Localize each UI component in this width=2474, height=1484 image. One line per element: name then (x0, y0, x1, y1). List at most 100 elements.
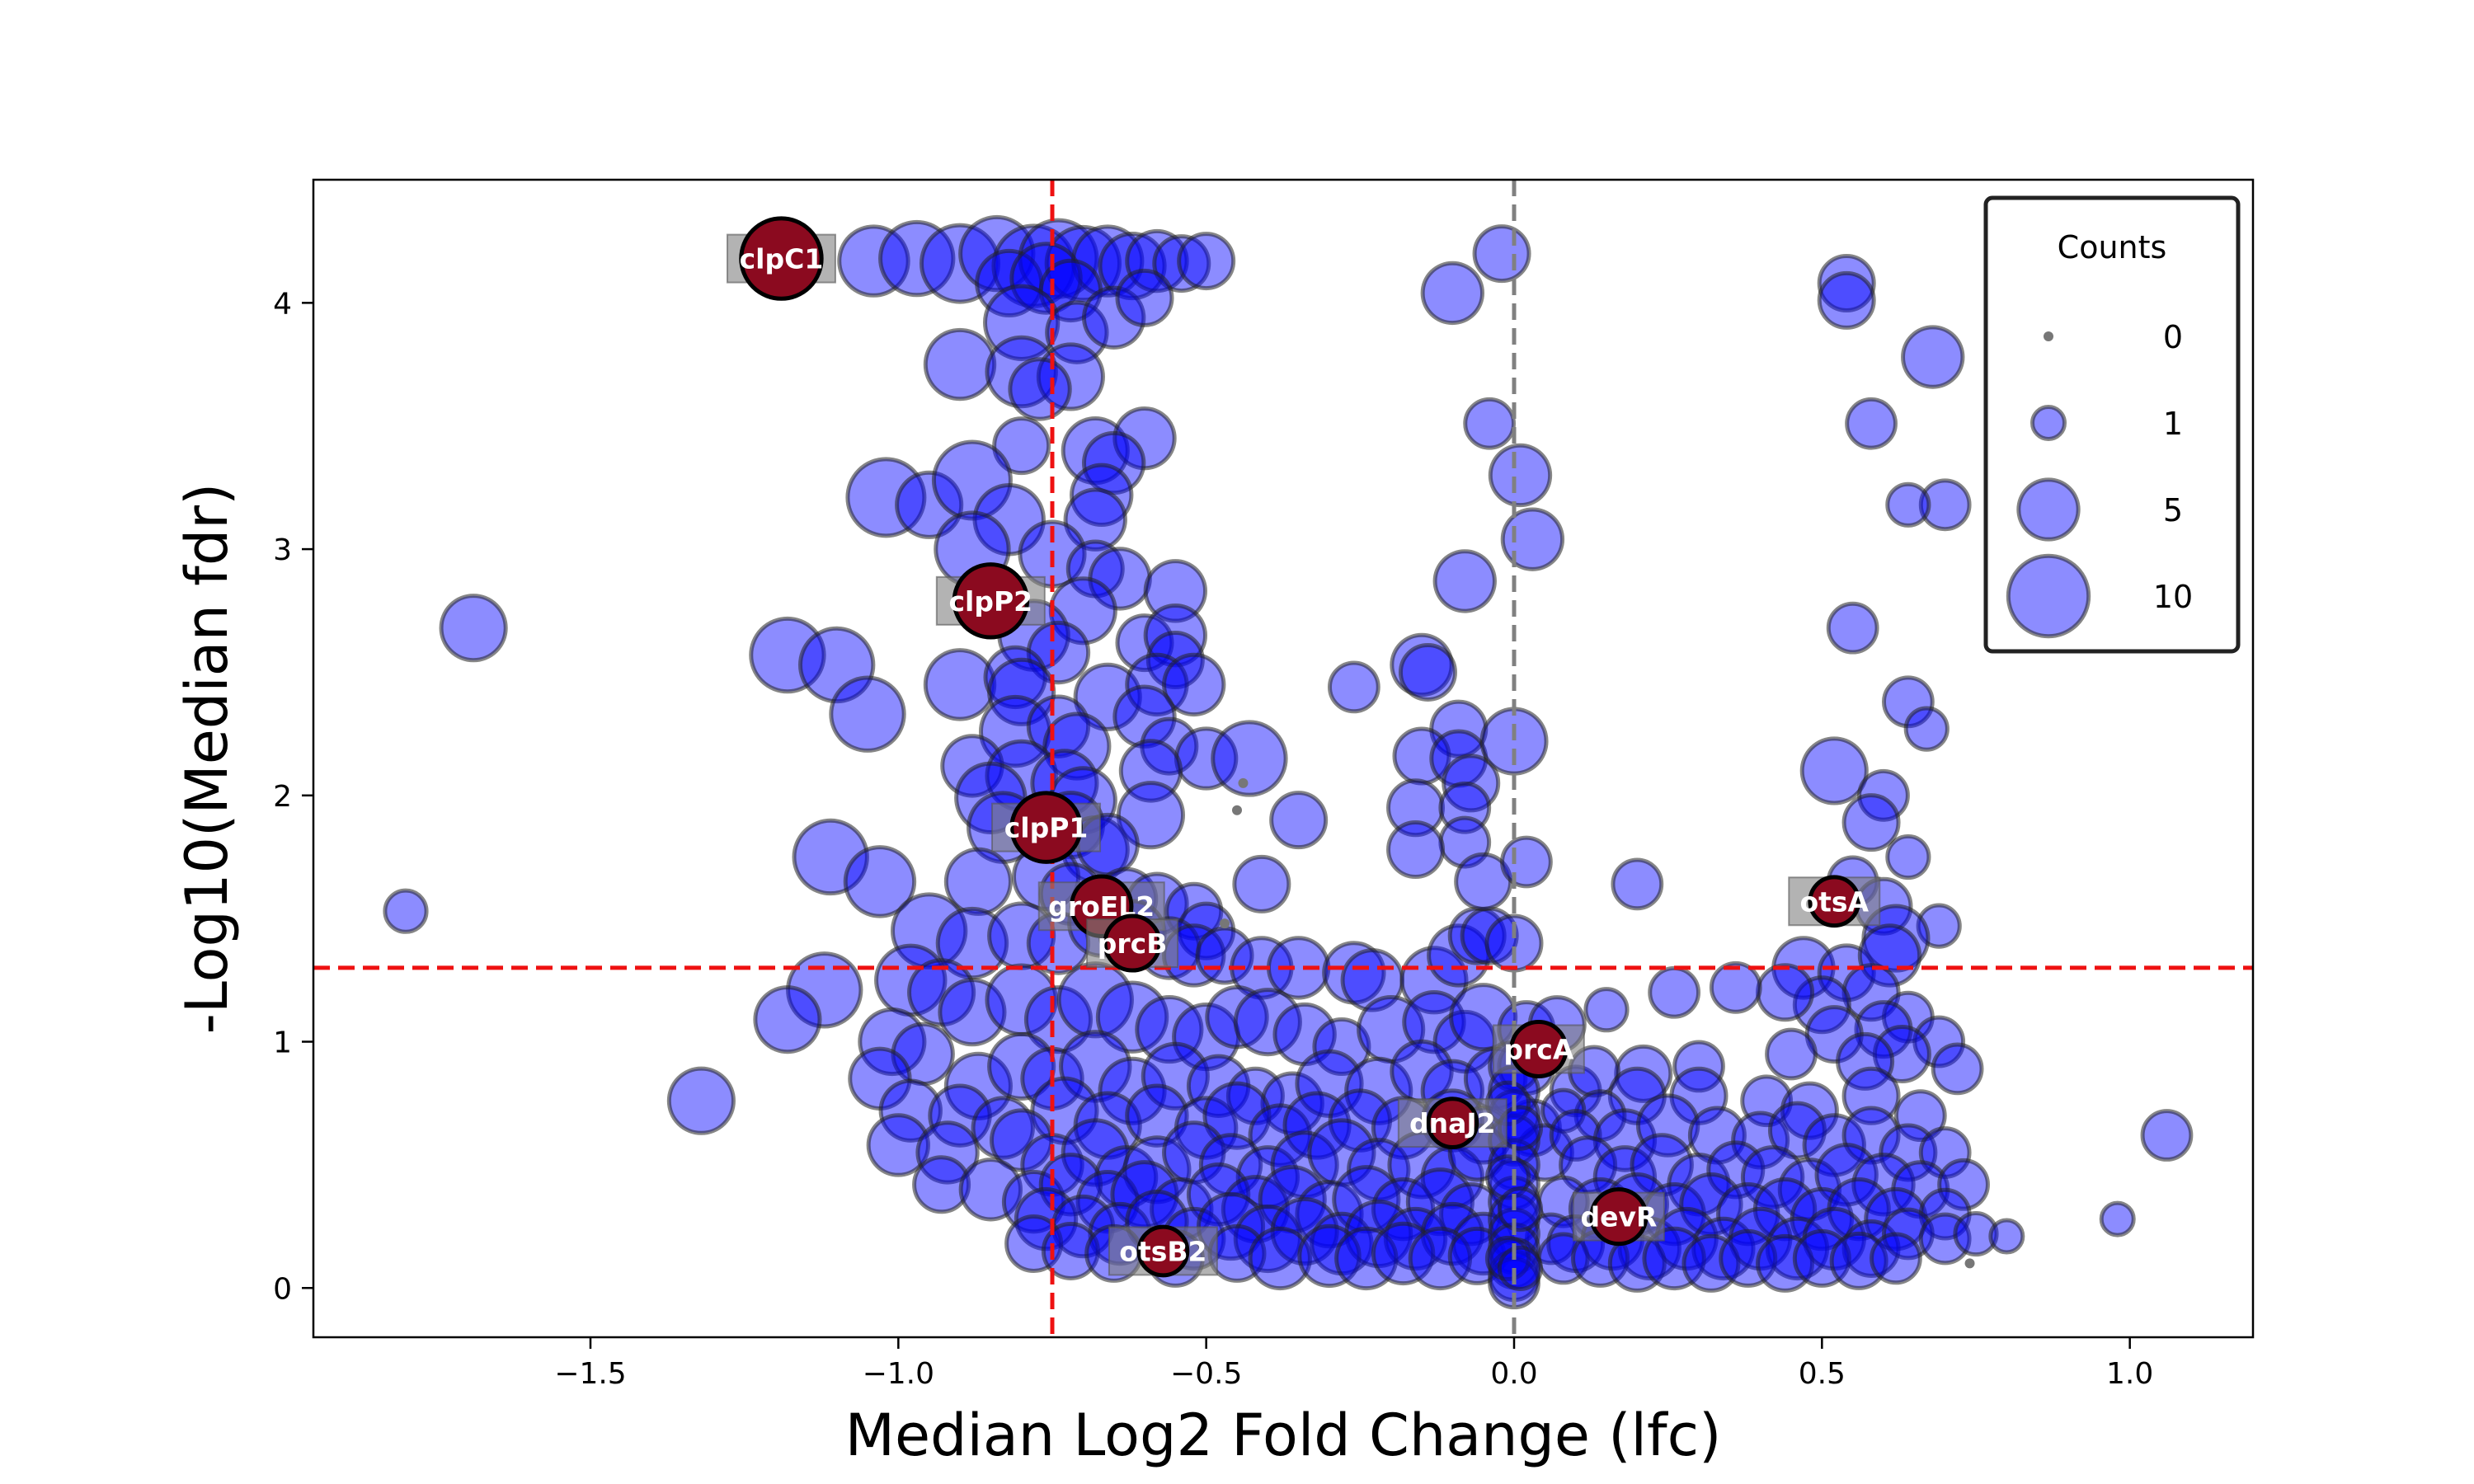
data-point (1402, 989, 1466, 1054)
data-point (843, 845, 917, 918)
data-point (1081, 430, 1146, 495)
data-point (1238, 777, 1249, 788)
data-point (786, 951, 863, 1029)
highlighted-point (1509, 1019, 1569, 1078)
legend: Counts 0 1 5 10 (1983, 195, 2241, 654)
data-point (1931, 1042, 1984, 1096)
data-point (1036, 342, 1105, 411)
data-point (439, 594, 508, 663)
legend-marker (2006, 553, 2091, 639)
data-point (1912, 1015, 1966, 1068)
data-point (1232, 805, 1242, 815)
legend-marker (2044, 331, 2053, 341)
highlighted-point (739, 216, 824, 301)
data-point (1731, 1111, 1790, 1170)
data-point (1038, 1153, 1103, 1217)
legend-label: 10 (2153, 579, 2193, 615)
data-point (1642, 1226, 1706, 1291)
data-point (1964, 1258, 1975, 1269)
data-point (1220, 918, 1230, 929)
data-point (1386, 820, 1446, 880)
data-point (943, 1051, 1013, 1120)
y-axis-label: -Log10(Median fdr) (173, 483, 241, 1035)
x-tick-label: 0.5 (1799, 1357, 1846, 1391)
data-point (666, 1066, 736, 1135)
data-point (1549, 1109, 1602, 1162)
data-point (1063, 487, 1127, 552)
data-point (1937, 1158, 1990, 1211)
x-tick-label: 0.0 (1490, 1357, 1537, 1391)
data-point (1903, 706, 1950, 752)
data-point (992, 416, 1051, 476)
data-point (1023, 985, 1094, 1054)
data-point (1756, 1233, 1815, 1293)
data-point (753, 985, 822, 1054)
data-point (1988, 1218, 2025, 1255)
gene-label: devR (1580, 1201, 1657, 1233)
gene-label: clpC1 (740, 243, 824, 275)
data-point (943, 847, 1013, 916)
data-point (1756, 963, 1815, 1022)
data-point (383, 888, 429, 934)
data-point (1826, 601, 1879, 655)
x-axis-label: Median Log2 Fold Change (lfc) (845, 1402, 1722, 1469)
highlighted-point (1808, 875, 1861, 928)
data-point (1095, 980, 1169, 1054)
data-point (1845, 397, 1898, 450)
data-point (1041, 1221, 1100, 1280)
data-point (792, 818, 869, 896)
y-axis-ticks: 0 1 2 3 4 (273, 287, 313, 1306)
data-point (971, 1096, 1035, 1160)
data-point (1817, 270, 1876, 330)
highlighted-point (952, 562, 1030, 640)
gene-label: prcA (1503, 1033, 1573, 1065)
highlighted-point (1009, 791, 1083, 864)
legend-marker (2030, 405, 2067, 441)
data-point (1233, 988, 1302, 1057)
data-points (383, 214, 2194, 1310)
data-point (878, 1078, 943, 1143)
data-point (1872, 1024, 1931, 1083)
gene-label: prcB (1098, 928, 1168, 960)
legend-label: 1 (2163, 406, 2183, 442)
data-point (987, 657, 1056, 726)
data-point (1162, 652, 1226, 717)
data-point (1817, 253, 1876, 312)
y-tick-label: 4 (273, 287, 292, 321)
x-tick-label: −1.0 (863, 1357, 934, 1391)
data-point (1125, 228, 1189, 294)
y-tick-label: 1 (273, 1026, 292, 1060)
highlighted-genes: clpC1clpP2clpP1groEL2prcBotsAprcAdnaJ2de… (726, 216, 1881, 1278)
data-point (2099, 1200, 2136, 1237)
data-point (1042, 711, 1112, 781)
data-point (1432, 549, 1497, 613)
legend-label: 0 (2163, 319, 2183, 355)
data-point (797, 626, 876, 704)
highlighted-point (1103, 913, 1162, 973)
data-point (1472, 224, 1531, 284)
data-point (1885, 834, 1931, 881)
data-point (1792, 975, 1851, 1035)
data-point (1893, 1089, 1947, 1143)
data-point (1851, 1153, 1916, 1217)
data-point (931, 439, 1013, 521)
y-tick-label: 3 (273, 533, 292, 567)
data-point (1740, 1145, 1805, 1209)
gene-label: otsA (1799, 885, 1869, 918)
data-point (1211, 720, 1288, 797)
highlighted-point (1589, 1187, 1649, 1247)
data-point (858, 1007, 927, 1077)
data-point (1611, 857, 1664, 911)
legend-title: Counts (2058, 229, 2167, 265)
reference-lines (313, 180, 2253, 1337)
gene-label: dnaJ2 (1409, 1107, 1496, 1139)
data-point (845, 457, 927, 538)
data-point (1386, 778, 1446, 838)
data-point (1681, 1233, 1741, 1293)
data-point (1143, 603, 1208, 668)
data-point (890, 892, 968, 970)
data-point (1799, 736, 1869, 805)
data-point (923, 648, 997, 721)
plot-background (313, 180, 2253, 1337)
data-point (923, 327, 997, 402)
